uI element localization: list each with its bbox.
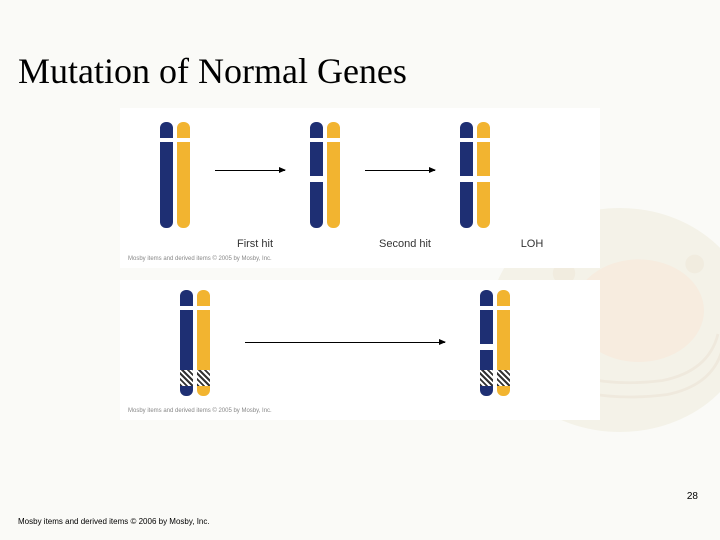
chrom-blue <box>310 122 323 228</box>
chrom-pair-b2 <box>480 290 510 396</box>
chrom-yellow <box>497 290 510 396</box>
chrom-yellow <box>177 122 190 228</box>
slide-container: Mutation of Normal Genes <box>0 0 720 540</box>
label-first-hit: First hit <box>225 238 285 250</box>
arrow-icon <box>365 170 435 171</box>
chrom-blue <box>480 290 493 396</box>
diagram-bottom-panel: Mosby items and derived items © 2005 by … <box>120 280 600 420</box>
chrom-pair-b1 <box>180 290 210 396</box>
chrom-pair-1 <box>160 122 190 228</box>
panel-credit-top: Mosby items and derived items © 2005 by … <box>128 256 272 262</box>
chrom-pair-2 <box>310 122 340 228</box>
chrom-blue <box>460 122 473 228</box>
chrom-pair-3 <box>460 122 490 228</box>
panel-credit-bottom: Mosby items and derived items © 2005 by … <box>128 408 272 414</box>
chrom-yellow <box>197 290 210 396</box>
label-loh: LOH <box>512 238 552 250</box>
chrom-blue <box>180 290 193 396</box>
arrow-icon <box>245 342 445 343</box>
chrom-blue <box>160 122 173 228</box>
arrow-icon <box>215 170 285 171</box>
label-second-hit: Second hit <box>370 238 440 250</box>
slide-title: Mutation of Normal Genes <box>18 50 702 92</box>
page-number: 28 <box>687 491 698 502</box>
diagram-top-panel: First hit Second hit LOH Mosby items and… <box>120 108 600 268</box>
footer-text: Mosby items and derived items © 2006 by … <box>18 517 210 526</box>
chrom-yellow <box>327 122 340 228</box>
chrom-yellow <box>477 122 490 228</box>
